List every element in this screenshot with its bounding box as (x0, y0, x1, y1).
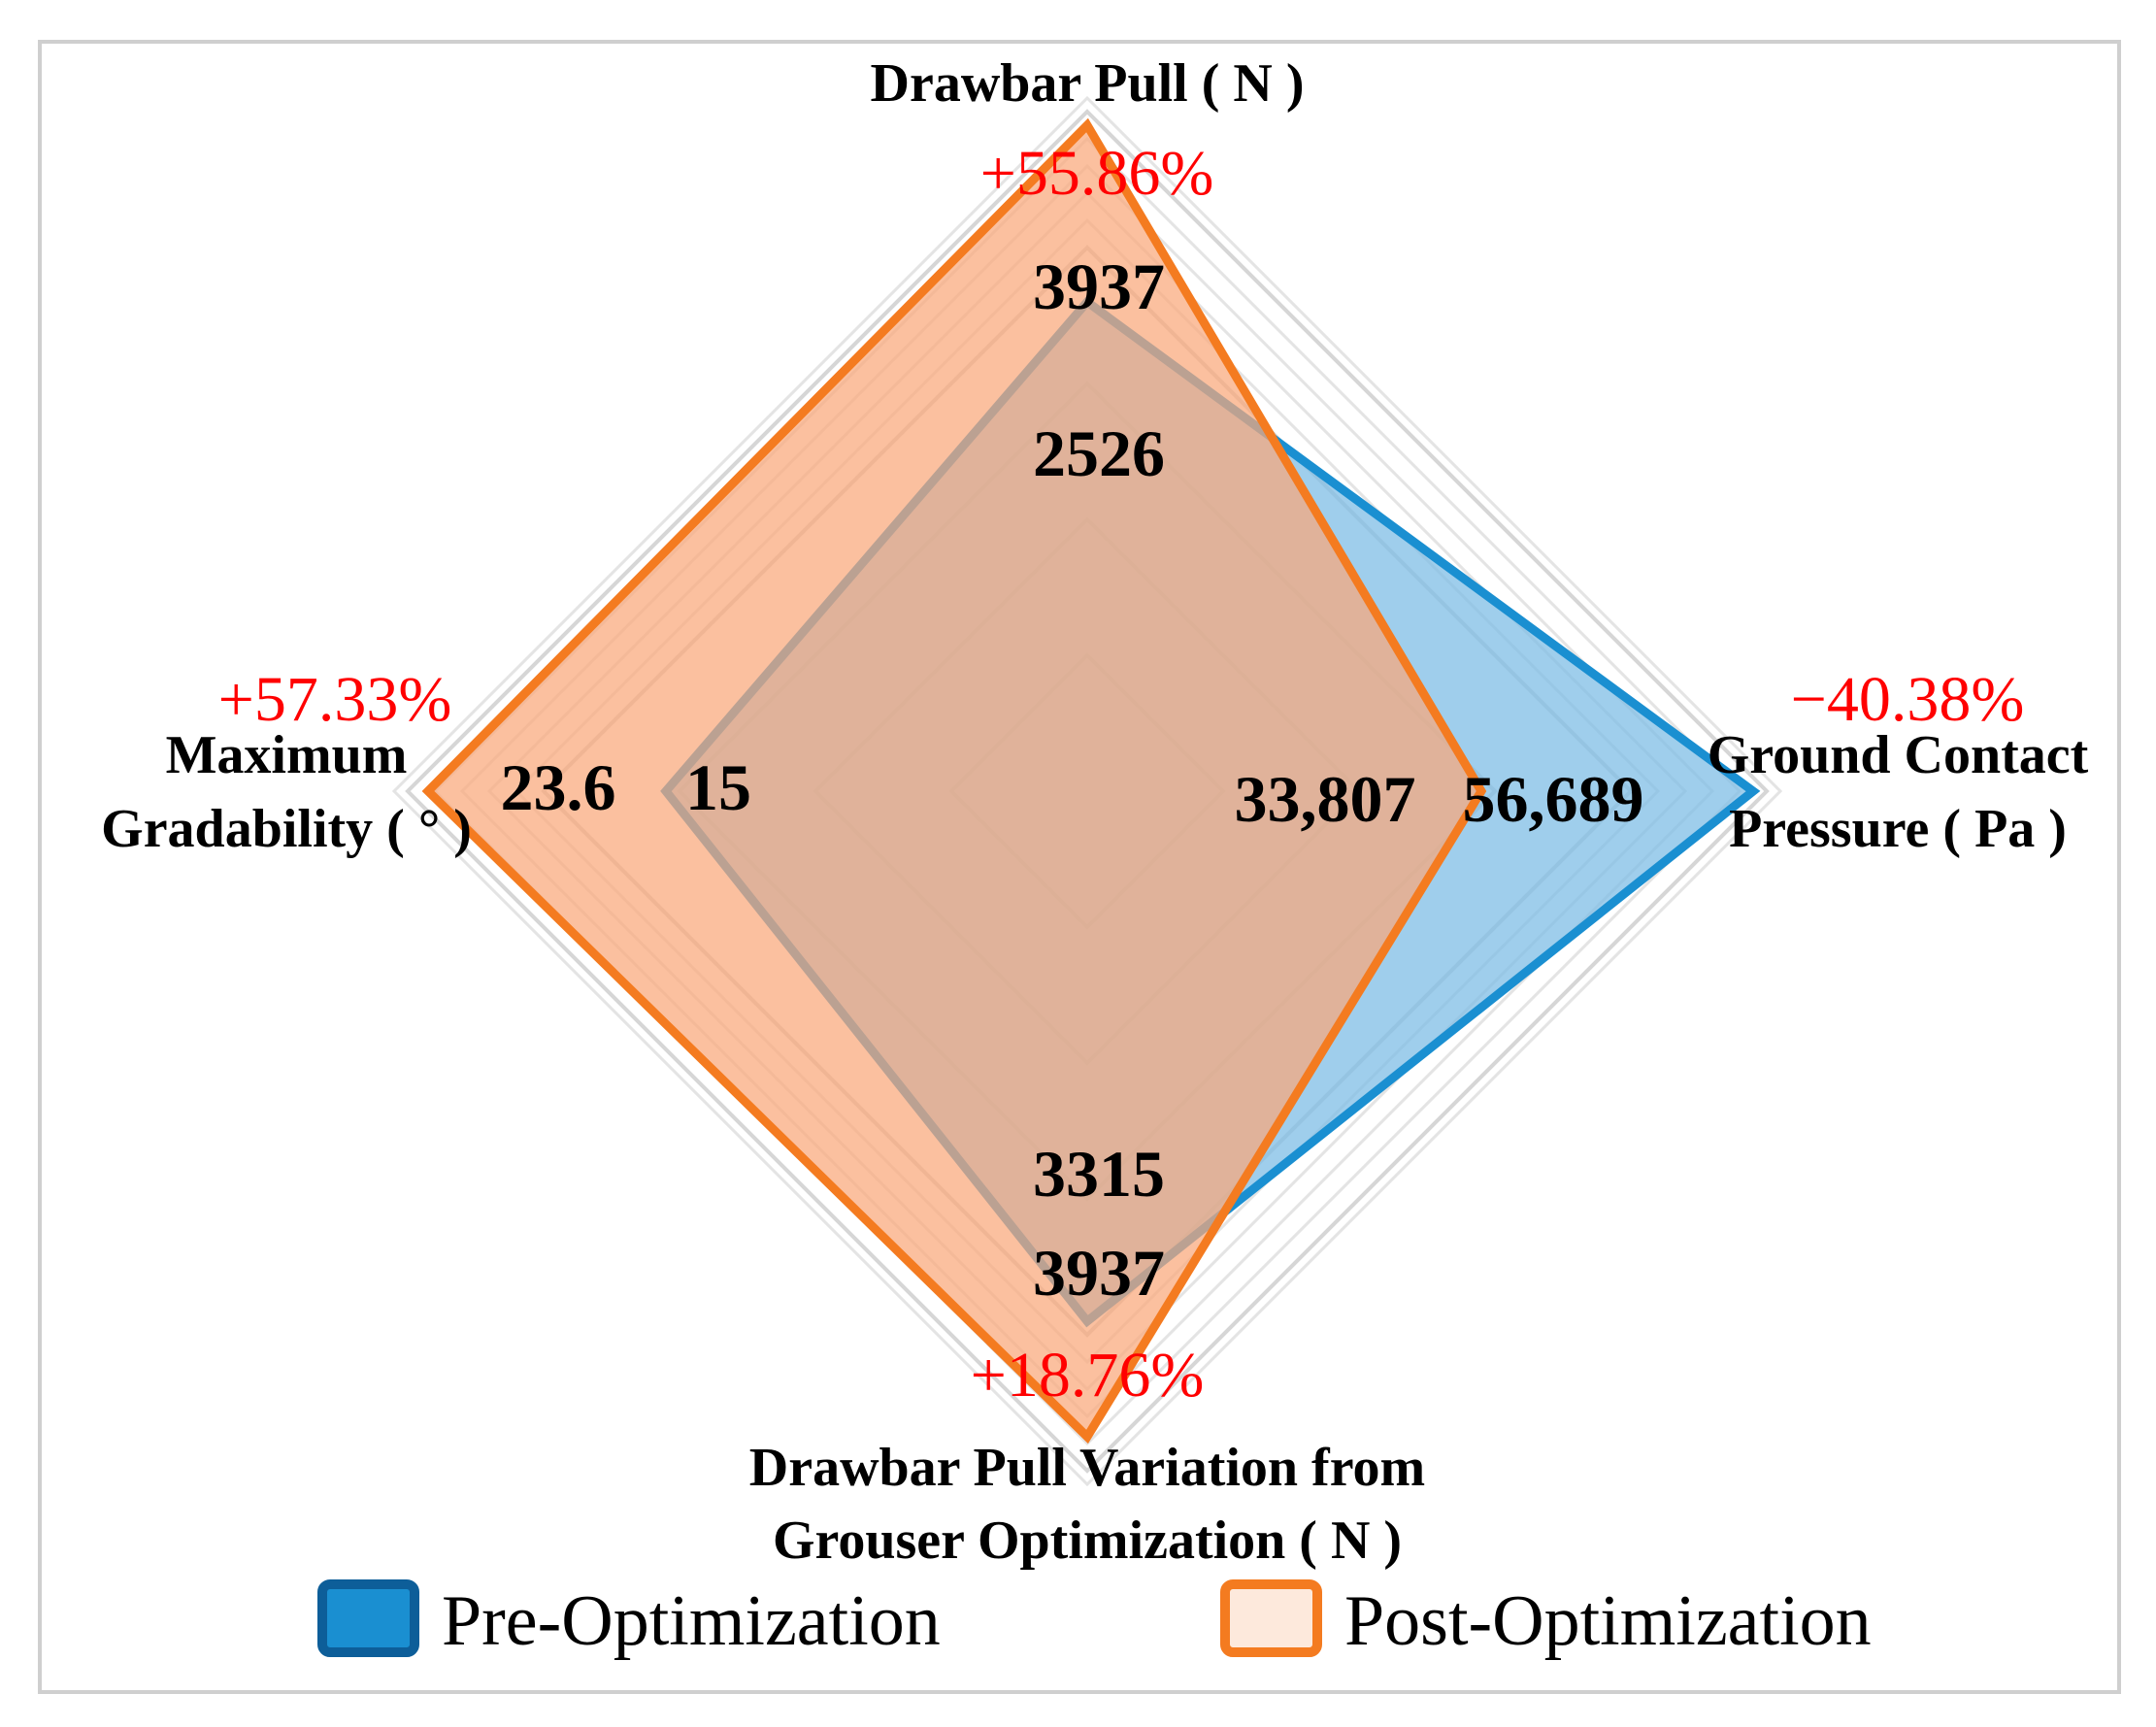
legend: Pre-Optimization Post-Optimization (317, 1579, 1872, 1661)
grid-ring (391, 95, 1783, 1487)
value-label-pre-ground-contact: 56,689 (1463, 762, 1644, 836)
value-label-post-ground-contact: 33,807 (1235, 762, 1416, 836)
legend-swatch-pre-optimization (317, 1579, 419, 1657)
axis-title-max-gradability-line2: Gradability ( ° ) (101, 799, 472, 859)
axis-title-drawbar-pull: Drawbar Pull ( N ) (871, 53, 1305, 114)
axis-title-drawbar-variation-line1: Drawbar Pull Variation from (749, 1438, 1425, 1498)
value-label-post-max-gradability: 23.6 (501, 750, 616, 824)
legend-label-pre-optimization: Pre-Optimization (442, 1581, 941, 1661)
change-label-max-gradability: +57.33% (218, 664, 452, 735)
change-label-drawbar-pull: +55.86% (980, 138, 1214, 209)
axis-title-max-gradability-line1: Maximum (166, 725, 408, 785)
value-label-pre-max-gradability: 15 (685, 750, 751, 824)
grid-ring (405, 109, 1770, 1474)
change-label-ground-contact: −40.38% (1791, 664, 2025, 735)
legend-label-post-optimization: Post-Optimization (1344, 1581, 1872, 1661)
axis-title-drawbar-variation-line2: Grouser Optimization ( N ) (773, 1511, 1402, 1571)
value-label-post-drawbar-pull: 3937 (1033, 249, 1165, 323)
value-label-post-drawbar-variation: 3937 (1033, 1236, 1165, 1310)
value-label-pre-drawbar-variation: 3315 (1033, 1137, 1165, 1211)
change-label-drawbar-variation: +18.76% (971, 1340, 1205, 1411)
value-label-pre-drawbar-pull: 2526 (1033, 416, 1165, 490)
axis-title-ground-contact-line1: Ground Contact (1708, 725, 2089, 785)
legend-swatch-post-optimization (1220, 1579, 1322, 1657)
axis-title-ground-contact-line2: Pressure ( Pa ) (1729, 799, 2067, 859)
series-post-optimization-area (421, 117, 1487, 1445)
